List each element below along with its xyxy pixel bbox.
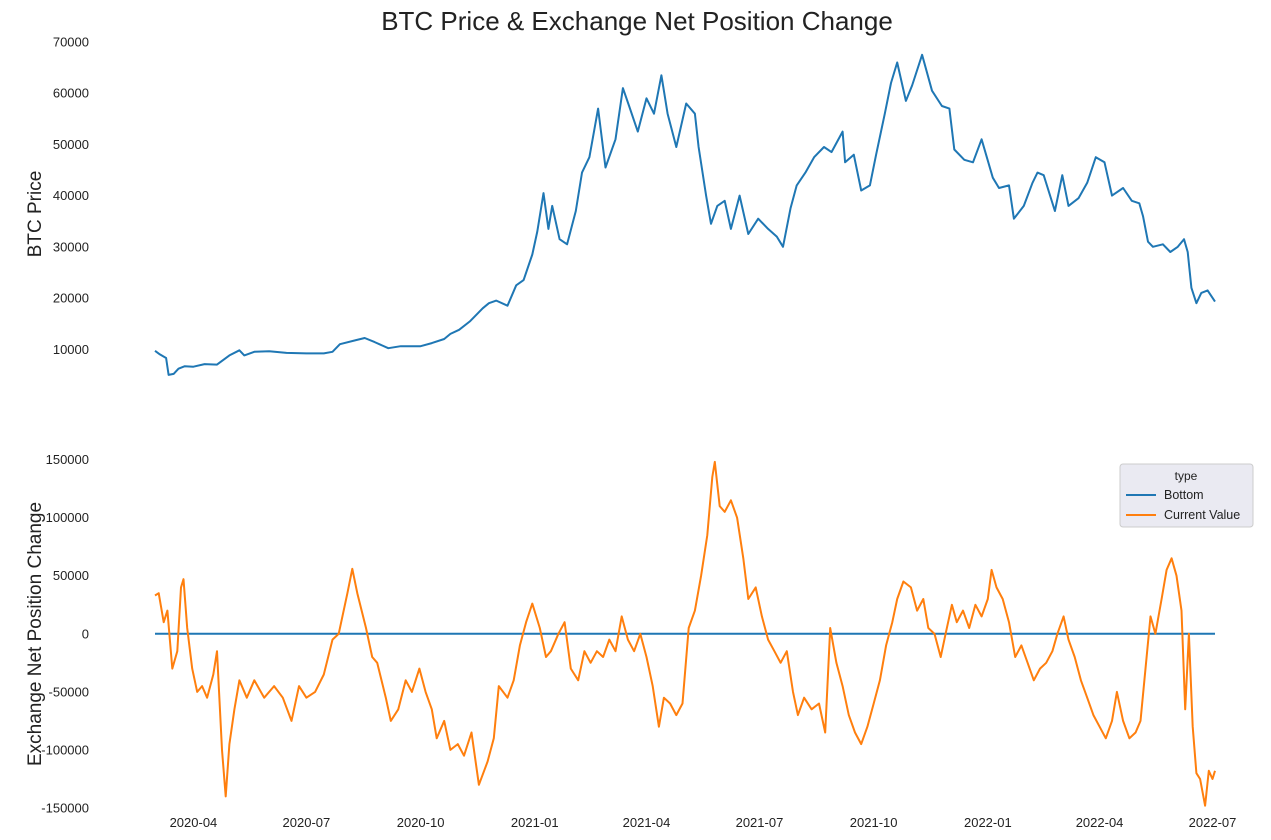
bottom-y-tick-label: -50000 xyxy=(49,684,89,699)
btc-price-line xyxy=(154,53,1216,376)
legend-label-bottom: Bottom xyxy=(1164,488,1204,502)
chart-title: BTC Price & Exchange Net Position Change xyxy=(381,6,893,36)
x-tick-label: 2021-10 xyxy=(850,815,898,830)
x-tick-label: 2021-01 xyxy=(511,815,559,830)
top-y-tick-label: 60000 xyxy=(53,86,89,101)
top-y-tick-label: 70000 xyxy=(53,35,89,50)
legend: type Bottom Current Value xyxy=(1119,463,1254,528)
top-y-tick-label: 20000 xyxy=(53,291,89,306)
top-y-tick-label: 40000 xyxy=(53,188,89,203)
x-tick-label: 2022-01 xyxy=(964,815,1012,830)
top-y-tick-label: 10000 xyxy=(53,342,89,357)
top-y-tick-label: 30000 xyxy=(53,239,89,254)
bottom-y-tick-label: -150000 xyxy=(41,801,89,816)
bottom-y-tick-label: -100000 xyxy=(41,742,89,757)
bottom-y-axis-label: Exchange Net Position Change xyxy=(25,502,46,766)
bottom-y-tick-label: 50000 xyxy=(53,568,89,583)
x-tick-label: 2020-04 xyxy=(170,815,218,830)
x-tick-label: 2021-04 xyxy=(623,815,671,830)
bottom-y-ticks: -150000 -100000 -50000 0 50000 100000 150000 xyxy=(41,452,89,815)
bottom-y-tick-label: 100000 xyxy=(46,510,89,525)
x-tick-label: 2022-04 xyxy=(1076,815,1124,830)
legend-box xyxy=(1119,463,1254,528)
top-y-tick-label: 50000 xyxy=(53,137,89,152)
top-y-ticks: 10000 20000 30000 40000 50000 60000 70000 xyxy=(53,35,89,357)
bottom-y-tick-label: 150000 xyxy=(46,452,89,467)
top-y-axis-label: BTC Price xyxy=(25,171,46,258)
bottom-y-tick-label: 0 xyxy=(82,626,89,641)
x-tick-label: 2022-07 xyxy=(1189,815,1237,830)
current-value-series-line xyxy=(154,460,1216,807)
x-ticks: 2020-04 2020-07 2020-10 2021-01 2021-04 2021-… xyxy=(170,815,1237,830)
x-tick-label: 2021-07 xyxy=(736,815,784,830)
x-tick-label: 2020-07 xyxy=(283,815,331,830)
x-tick-label: 2020-10 xyxy=(397,815,445,830)
legend-title: type xyxy=(1175,469,1198,483)
legend-label-current-value: Current Value xyxy=(1164,508,1240,522)
